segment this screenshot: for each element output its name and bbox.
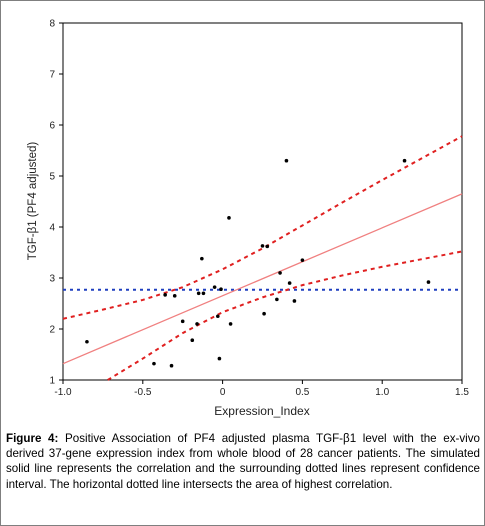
scatter-plot: -1.0 -0.5 0 0.5 1.0 1.5 1 2 3 4 5 6 7 8 Expression_I… [27,19,469,419]
x-tick-label: -1.0 [54,387,72,398]
y-tick-label: 2 [49,325,55,336]
data-point [227,216,231,220]
data-point [85,339,89,344]
x-tick-label: -0.5 [134,387,152,398]
data-point [402,158,407,163]
data-point [284,158,289,163]
y-tick-label: 3 [49,274,55,285]
y-tick-label: 6 [49,121,55,132]
y-tick-label: 4 [49,223,55,234]
data-point [180,319,185,324]
data-point [163,293,167,297]
data-point [275,297,279,302]
data-point [216,314,220,319]
data-point [169,363,174,368]
x-axis-label: Expression_Index [214,404,309,418]
plot-frame [62,22,463,381]
y-tick-label: 8 [49,19,55,30]
data-point [212,285,217,289]
y-tick-label: 1 [49,376,55,387]
data-point [217,356,222,361]
data-point [201,291,206,296]
y-axis: 1 2 3 4 5 6 7 8 [49,19,63,387]
data-point [196,291,201,296]
y-axis-label: TGF-β1 (PF4 adjusted) [27,142,39,261]
data-point [300,258,305,262]
data-point [262,311,266,316]
data-point [195,322,199,326]
data-point [200,256,204,261]
y-tick-label: 7 [49,70,55,81]
x-axis: -1.0 -0.5 0 0.5 1.0 1.5 [54,380,469,398]
data-point [426,280,431,284]
data-point [190,338,195,343]
fit-lines [62,135,463,381]
figure-caption: Figure 4: Positive Association of PF4 ad… [6,431,480,492]
ci-upper-line [62,135,463,320]
y-tick-label: 5 [49,172,55,183]
data-point [265,244,270,249]
data-point [278,271,282,275]
data-point [292,299,297,303]
data-point [152,361,156,366]
data-point [172,294,177,298]
x-tick-label: 1.5 [455,387,469,398]
ci-lower-line [107,250,463,381]
data-point [260,244,265,248]
caption-label: Figure 4: [6,432,59,445]
x-tick-label: 1.0 [375,387,389,398]
data-point [287,281,292,285]
caption-text: Positive Association of PF4 adjusted pla… [6,432,480,491]
x-tick-label: 0.5 [295,387,309,398]
x-tick-label: 0 [220,387,226,398]
regression-line [62,193,463,365]
data-point [219,287,223,292]
data-point [228,322,233,326]
data-points [85,158,431,368]
